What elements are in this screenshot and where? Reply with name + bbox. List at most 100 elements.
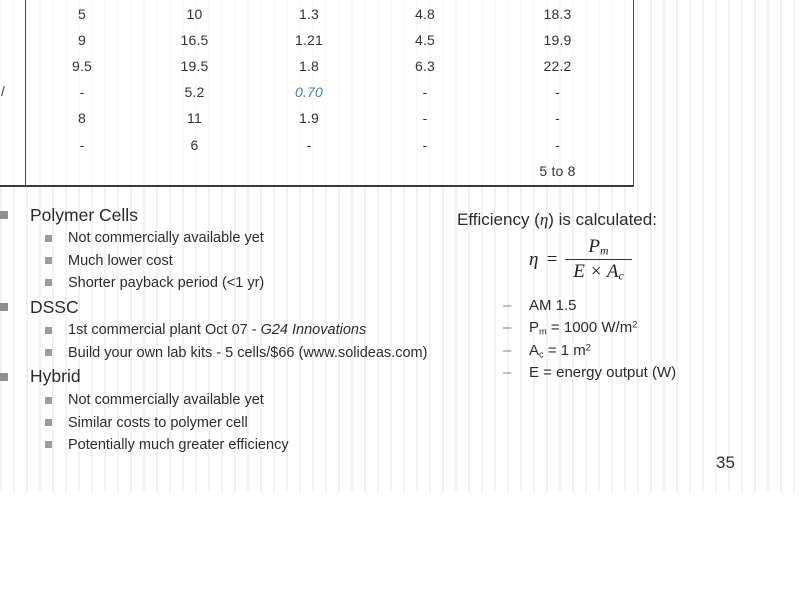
formula-equals: = <box>545 248 559 270</box>
table-cell: 16.5 <box>180 32 209 49</box>
text-segment: 1st commercial plant Oct 07 - <box>68 322 261 339</box>
table-cell: 5.2 <box>184 84 205 101</box>
text-segment: Similar costs to polymer cell <box>68 414 248 431</box>
numerator-sub: m <box>600 244 609 258</box>
square-bullet-icon <box>45 257 52 265</box>
note-item: – Pm = 1000 W/m2 <box>457 317 787 340</box>
efficiency-title-post: ) is calculated: <box>548 210 657 229</box>
square-bullet-icon <box>45 326 52 334</box>
dash-bullet-icon: – <box>503 364 512 382</box>
table-cell <box>26 158 138 184</box>
table-cell: 5 <box>78 6 86 23</box>
square-bullet-icon <box>45 419 52 427</box>
table-cell: 1.8 <box>298 58 320 75</box>
numerator-main: P <box>588 236 601 257</box>
bullet-section-title: Hybrid <box>0 365 480 389</box>
text-segment: Potentially much greater efficiency <box>68 436 289 453</box>
bullet-item-label: Not commercially available yet <box>68 392 264 408</box>
square-bullet-icon <box>45 349 52 357</box>
table-cell: 6 <box>190 136 199 153</box>
bullet-item: Build your own lab kits - 5 cells/$66 (w… <box>0 342 480 364</box>
table-cell: 10 <box>186 6 203 23</box>
efficiency-title-pre: Efficiency ( <box>457 210 540 229</box>
table-cell: 9.5 <box>71 58 93 75</box>
square-bullet-icon <box>45 279 52 287</box>
bullet-item: Much lower cost <box>0 249 480 271</box>
text-segment: Not commercially available yet <box>68 230 264 247</box>
formula-denominator: E × Ac <box>565 259 632 283</box>
note-item: – Ac = 1 m2 <box>457 339 787 362</box>
text-segment: 2 <box>632 319 638 330</box>
square-bullet-icon <box>0 211 8 219</box>
bullet-section-title: Polymer Cells <box>0 203 480 227</box>
table-cutoff-row-label: / <box>1 83 5 99</box>
dash-bullet-icon: – <box>503 341 512 359</box>
dash-bullet-icon: – <box>503 296 512 314</box>
text-segment: Much lower cost <box>68 252 173 269</box>
table-cell: - <box>306 136 312 153</box>
table-cell: 6.3 <box>414 58 436 75</box>
bullet-item-label: Not commercially available yet <box>68 230 264 246</box>
table-vertical-border <box>25 0 26 185</box>
formula-lhs: η <box>529 248 539 270</box>
bullet-item: Potentially much greater efficiency <box>0 434 480 456</box>
dash-bullet-icon: – <box>503 319 512 337</box>
bullet-item: Not commercially available yet <box>0 389 480 411</box>
text-segment: P <box>529 319 540 337</box>
table-cell: 9 <box>78 32 86 49</box>
text-segment: A <box>529 341 540 359</box>
table-cell: 19.9 <box>543 32 572 49</box>
table-cell: 1.21 <box>294 32 324 49</box>
table-cell: 22.2 <box>543 58 572 75</box>
note-item-label: E = energy output (W) <box>529 364 676 381</box>
bullet-item-label: Potentially much greater efficiency <box>68 437 289 453</box>
formula-numerator: Pm <box>580 236 616 259</box>
table-cell: 18.3 <box>543 6 572 23</box>
text-segment: Build your own lab kits - 5 cells/$66 (w… <box>68 344 428 361</box>
table-grid: 5 10 1.3 4.8 18.3 9 16.5 1.21 4.5 19.9 9.5 19.5 1.8 6… <box>26 1 632 184</box>
efficiency-notes: – AM 1.5– Pm = 1000 W/m2– Ac = 1 m2– E = ene… <box>457 294 787 384</box>
note-item: – E = energy output (W) <box>457 362 787 385</box>
table-cell <box>138 158 251 184</box>
efficiency-title: Efficiency (η) is calculated: <box>457 209 787 231</box>
table-cell: - <box>422 110 428 127</box>
square-bullet-icon <box>45 441 52 449</box>
table-cell: 0.70 <box>294 84 324 101</box>
bullet-item-label: Similar costs to polymer cell <box>68 415 248 431</box>
square-bullet-icon <box>0 303 8 312</box>
table-cell: 1.3 <box>298 6 320 23</box>
text-segment: G24 Innovations <box>260 322 367 339</box>
data-table: / 5 10 1.3 4.8 18.3 9 16.5 1.21 4.5 19.9 9.5 19.5 1.… <box>0 0 634 187</box>
bullet-section-label: DSSC <box>30 296 79 317</box>
text-segment: = 1 m <box>543 341 586 359</box>
table-cell: 11 <box>187 110 202 127</box>
table-cell: - <box>555 84 560 101</box>
denominator-main: E × A <box>573 261 619 282</box>
bullet-item-label: Build your own lab kits - 5 cells/$66 (w… <box>68 345 427 361</box>
efficiency-formula: η = Pm E × Ac <box>529 236 632 283</box>
bullet-section-label: Hybrid <box>30 366 81 387</box>
note-item: – AM 1.5 <box>457 294 787 317</box>
bullet-item-label: Much lower cost <box>68 253 173 269</box>
square-bullet-icon <box>0 372 8 381</box>
bullet-item: 1st commercial plant Oct 07 - G24 Innova… <box>0 319 480 341</box>
text-segment: Not commercially available yet <box>68 392 264 409</box>
square-bullet-icon <box>45 396 52 404</box>
table-cell: 4.5 <box>414 32 436 49</box>
text-segment: = 1000 W/m <box>546 319 633 337</box>
table-cell <box>367 158 483 184</box>
table-cell: - <box>555 136 560 153</box>
bullet-section-label: Polymer Cells <box>30 204 138 225</box>
text-segment: E = energy output (W) <box>529 364 677 382</box>
bullet-section-title: DSSC <box>0 295 480 319</box>
eta-symbol: η <box>539 210 549 229</box>
efficiency-panel: Efficiency (η) is calculated: η = Pm E ×… <box>457 209 787 384</box>
text-segment: m <box>539 326 547 337</box>
note-item-label: AM 1.5 <box>529 297 577 314</box>
table-cell: 4.8 <box>414 6 436 23</box>
table-cell: 8 <box>78 110 86 127</box>
table-cell: 19.5 <box>180 58 209 75</box>
bullet-item: Similar costs to polymer cell <box>0 411 480 433</box>
bullet-item-label: Shorter payback period (<1 yr) <box>68 275 264 291</box>
